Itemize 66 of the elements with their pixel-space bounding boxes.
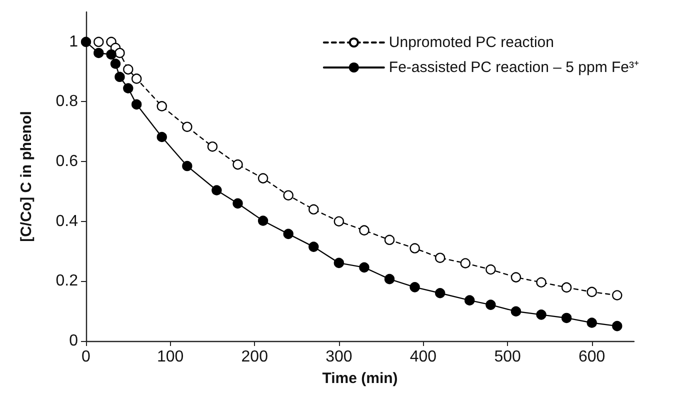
point: [156, 132, 167, 142]
x-tick-label: 500: [494, 348, 521, 366]
x-tick-label: 200: [241, 348, 268, 366]
point: [283, 228, 294, 240]
point: [131, 74, 142, 84]
point: [258, 173, 268, 184]
x-tick-label: 300: [326, 348, 352, 366]
point: [359, 262, 370, 273]
point: [536, 310, 546, 320]
point: [334, 258, 344, 268]
y-tick-label: 0: [69, 332, 78, 350]
point: [258, 216, 268, 226]
point: [182, 160, 192, 172]
point: [510, 306, 522, 316]
point: [384, 274, 395, 284]
point: [435, 288, 446, 298]
point: [435, 252, 446, 263]
point: [586, 286, 597, 298]
point: [586, 318, 597, 328]
x-tick-label: 0: [82, 348, 91, 366]
point: [612, 290, 622, 300]
point: [106, 49, 116, 60]
y-axis-title: [C/Co] C in phenol: [18, 111, 35, 242]
point: [561, 282, 572, 293]
x-tick-label: 400: [410, 348, 437, 366]
point: [486, 264, 496, 275]
y-tick-label: 0.4: [56, 212, 78, 230]
legend-label: Unpromoted PC reaction: [388, 34, 554, 51]
x-tick-label: 100: [156, 348, 184, 366]
point: [114, 48, 125, 58]
point: [561, 312, 572, 324]
point: [212, 185, 222, 196]
point: [308, 242, 319, 252]
point: [334, 216, 344, 226]
point: [232, 159, 243, 170]
y-tick-label: 0.6: [56, 153, 78, 170]
point: [123, 64, 134, 75]
point: [359, 225, 370, 236]
point: [536, 277, 546, 288]
point: [283, 190, 294, 200]
point: [464, 295, 475, 306]
point: [460, 258, 470, 268]
point: [612, 320, 622, 332]
point: [156, 101, 167, 112]
y-tick-label: 0.2: [56, 272, 78, 290]
point: [94, 48, 104, 58]
x-axis-title: Time (min): [322, 370, 398, 387]
point: [410, 243, 420, 254]
x-tick-label: 600: [578, 348, 606, 366]
point: [114, 72, 125, 82]
y-tick-label: 0.8: [56, 93, 78, 110]
point: [94, 36, 104, 48]
point: [410, 282, 420, 292]
point: [110, 58, 121, 69]
point: [384, 234, 395, 246]
point: [80, 36, 92, 48]
point: [510, 272, 522, 282]
point: [123, 83, 134, 94]
point: [486, 300, 496, 310]
point: [308, 204, 319, 214]
point: [182, 122, 192, 132]
point: [232, 198, 243, 209]
point: [207, 141, 218, 152]
legend-label: Fe-assisted PC reaction – 5 ppm Fe³⁺: [388, 59, 640, 76]
point: [131, 99, 142, 110]
y-tick-label: 1: [69, 33, 78, 50]
